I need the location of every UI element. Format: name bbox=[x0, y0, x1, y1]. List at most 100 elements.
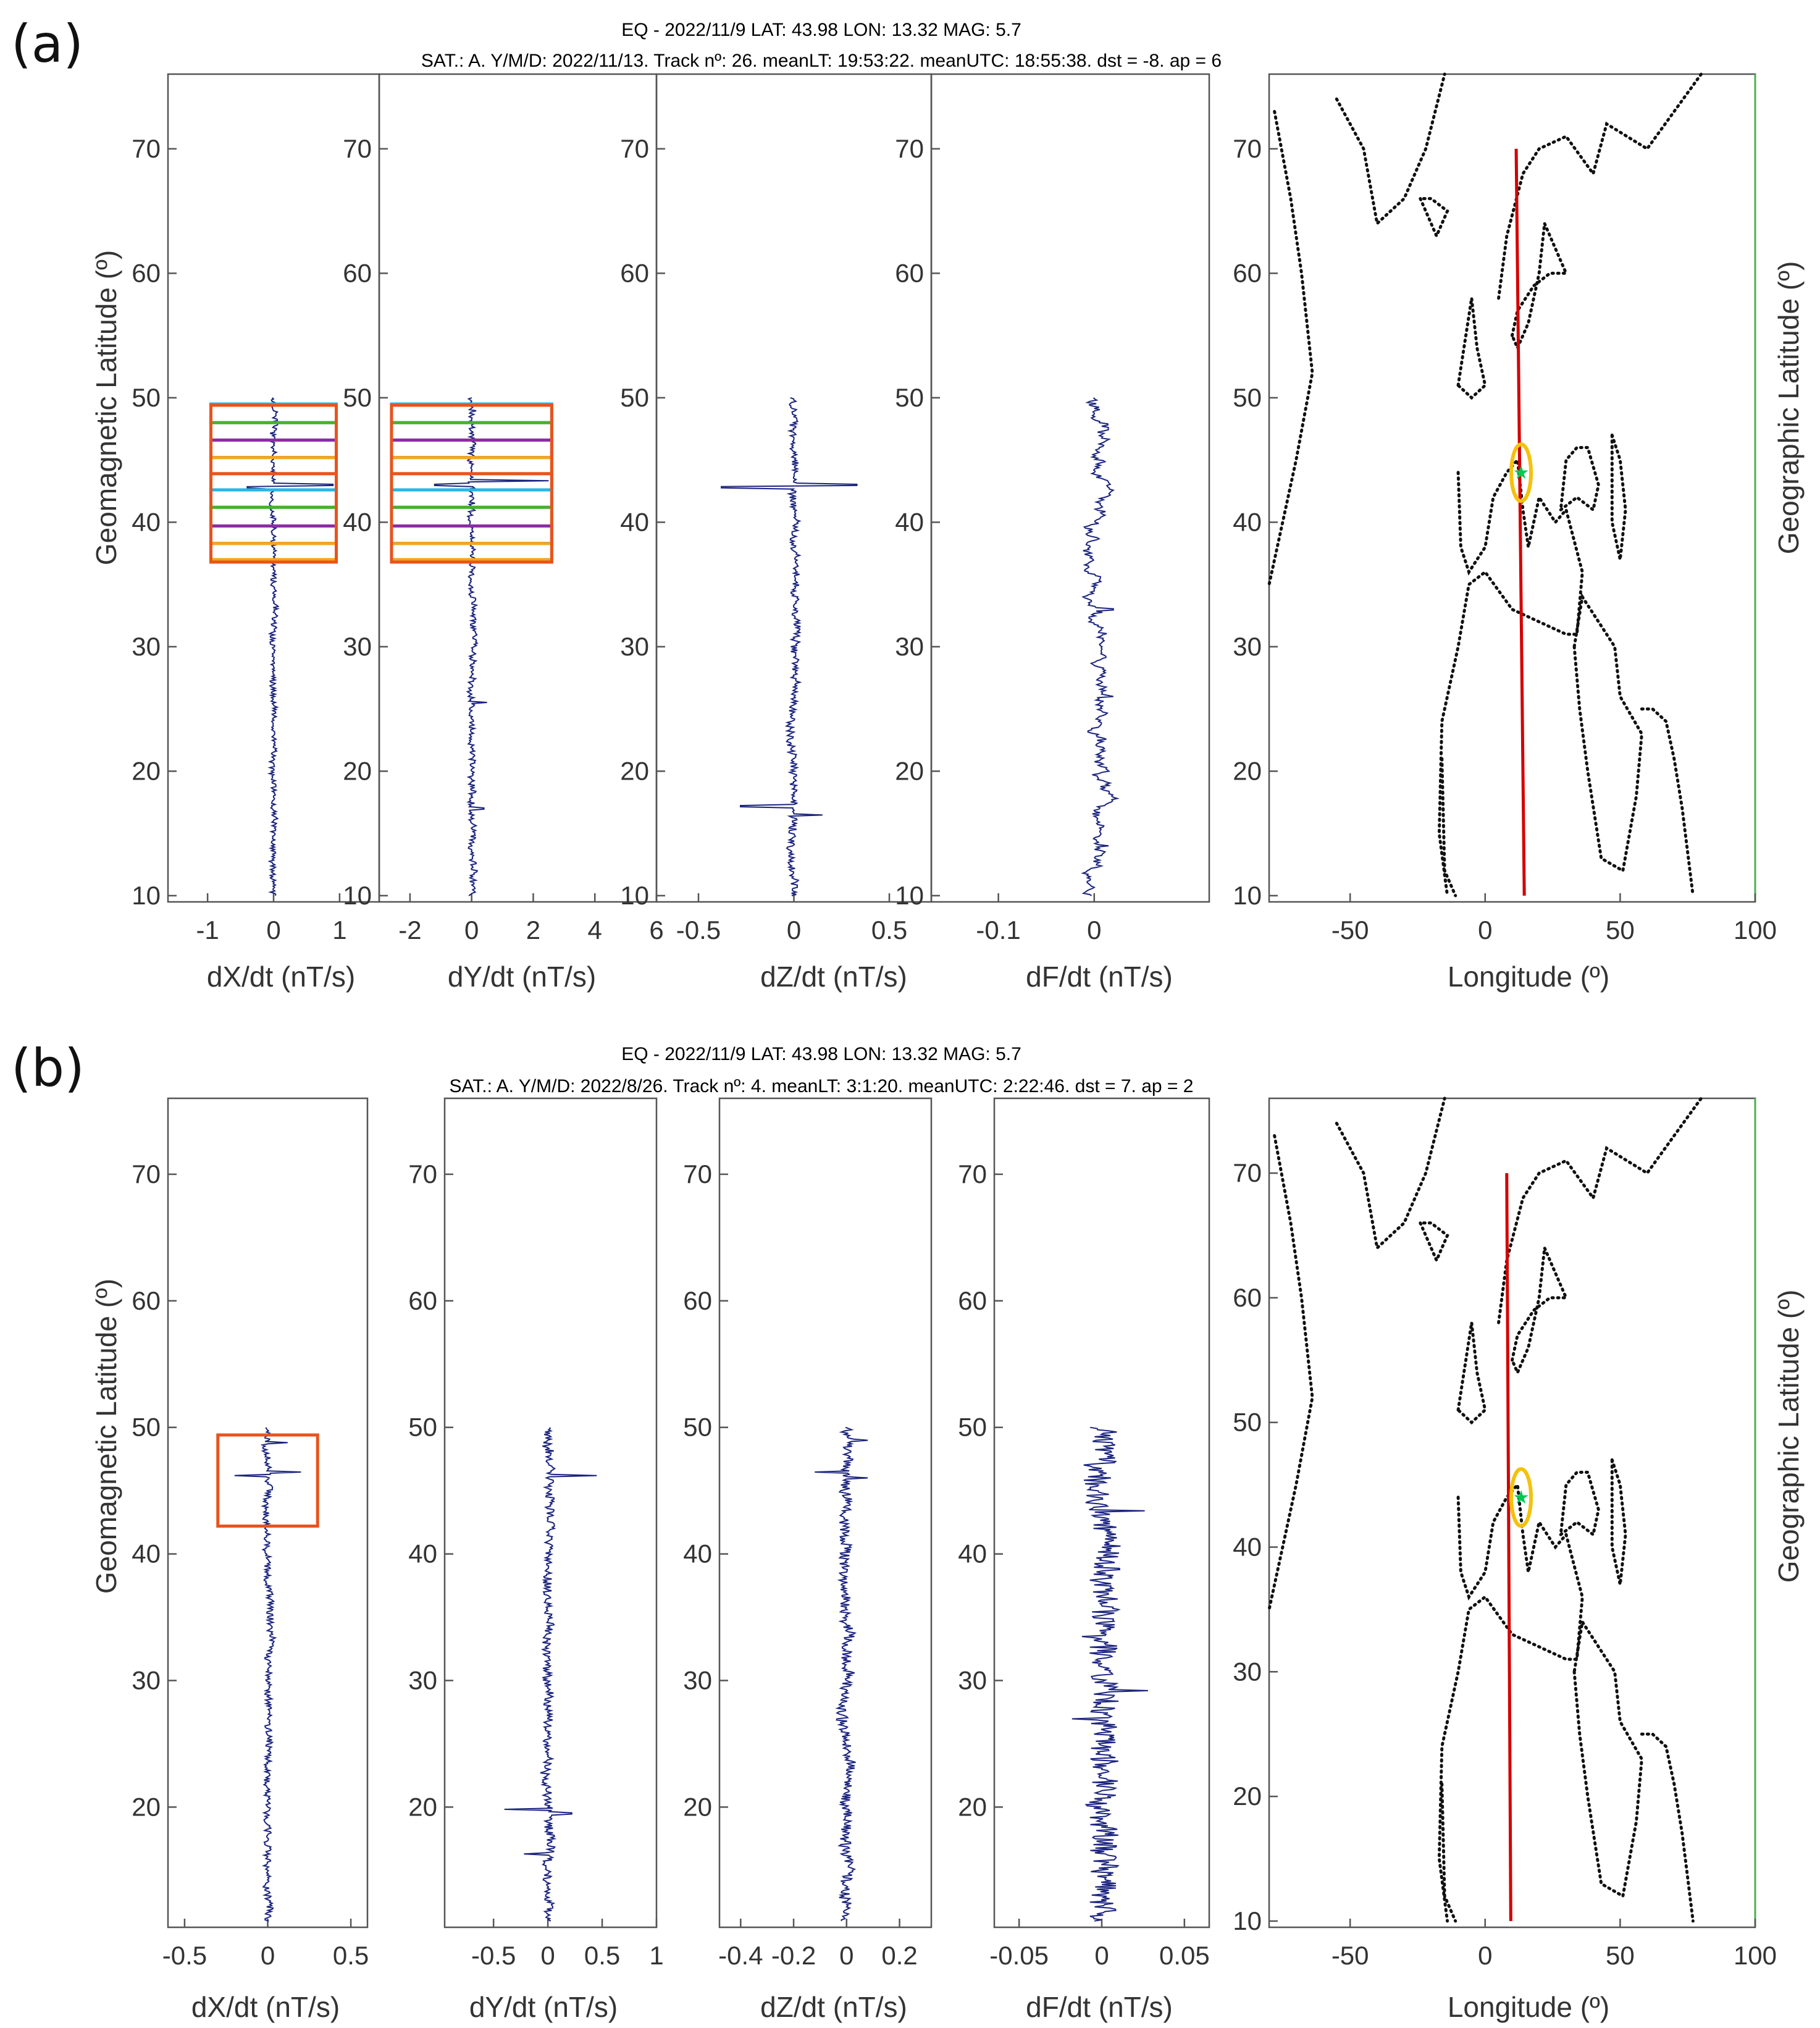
panel-b-map: 10 20 30 40 50 60 70 -50 0 50 100 ★ bbox=[1233, 1096, 1777, 1970]
ytick-label: 30 bbox=[132, 1665, 161, 1694]
map-xtick-label: 100 bbox=[1734, 915, 1777, 945]
ytick-label: 70 bbox=[895, 134, 924, 163]
ytick-label: 50 bbox=[958, 1413, 987, 1442]
ytick-label: 50 bbox=[132, 383, 161, 412]
coastline bbox=[1335, 1096, 1446, 1252]
satellite-track bbox=[1514, 148, 1526, 896]
panel-a-map-ylabel: Geographic Latitude (º) bbox=[1772, 261, 1805, 555]
xtick-label: 0 bbox=[464, 915, 479, 945]
coastline bbox=[1335, 72, 1446, 227]
ytick-label: 20 bbox=[895, 756, 924, 785]
coastline bbox=[1267, 1134, 1314, 1611]
window-box bbox=[216, 1433, 319, 1528]
window-box bbox=[209, 403, 338, 564]
panel-a-df-xlabel: dF/dt (nT/s) bbox=[1026, 961, 1173, 993]
ytick-label: 70 bbox=[683, 1159, 712, 1189]
ytick-label: 70 bbox=[958, 1159, 987, 1189]
coastline bbox=[1456, 298, 1487, 400]
map-xtick-label: 50 bbox=[1606, 915, 1635, 945]
panel-b-dy-plot: 20 30 40 50 60 70 -0.5 0 0.5 1 bbox=[408, 1097, 664, 1970]
map-ytick-label: 70 bbox=[1233, 1158, 1262, 1187]
coastline bbox=[1440, 1782, 1457, 1923]
panel-a-ylabel: Geomagnetic Latitude (º) bbox=[90, 250, 122, 565]
map-ytick-label: 60 bbox=[1233, 1283, 1262, 1312]
ytick-label: 40 bbox=[132, 507, 161, 536]
panel-b-ylabel: Geomagnetic Latitude (º) bbox=[90, 1279, 122, 1594]
ytick-label: 40 bbox=[343, 507, 372, 536]
xtick-label: 4 bbox=[588, 915, 602, 945]
ytick-label: 50 bbox=[408, 1413, 437, 1442]
coastline bbox=[1572, 1617, 1643, 1899]
panel-b-df-plot: 20 30 40 50 60 70 -0.05 0 0.05 bbox=[958, 1097, 1210, 1970]
ytick-label: 20 bbox=[132, 756, 161, 785]
ytick-label: 30 bbox=[620, 632, 649, 661]
xtick-label: -0.5 bbox=[471, 1941, 516, 1970]
map-xtick-label: 0 bbox=[1478, 1941, 1492, 1970]
ytick-label: 70 bbox=[620, 134, 649, 163]
ytick-label: 30 bbox=[895, 632, 924, 661]
coastline bbox=[1456, 1322, 1487, 1425]
xtick-label: 1 bbox=[649, 1941, 663, 1970]
map-xtick-label: 50 bbox=[1606, 1941, 1635, 1970]
coastline bbox=[1559, 1470, 1600, 1538]
coastline bbox=[1610, 1458, 1627, 1585]
window-box bbox=[390, 403, 553, 564]
data-series-line bbox=[1071, 1426, 1149, 1922]
ytick-label: 50 bbox=[683, 1413, 712, 1442]
map-ytick-label: 30 bbox=[1233, 632, 1262, 661]
data-series-line bbox=[1081, 397, 1120, 896]
coastline bbox=[1559, 446, 1600, 513]
map-ytick-label: 40 bbox=[1233, 1532, 1262, 1561]
panel-b-dy-xlabel: dY/dt (nT/s) bbox=[469, 1991, 618, 2023]
panel-a-map: 10 20 30 40 50 60 70 -50 0 50 100 ★ bbox=[1233, 72, 1777, 945]
coastline bbox=[1572, 592, 1643, 873]
panel-label-a: (a) bbox=[11, 14, 83, 74]
ytick-label: 60 bbox=[895, 258, 924, 287]
map-xtick-label: 100 bbox=[1734, 1941, 1777, 1970]
xtick-label: 0 bbox=[266, 915, 280, 945]
panel-b-map-ylabel: Geographic Latitude (º) bbox=[1772, 1290, 1805, 1583]
epicenter-ring bbox=[1509, 1467, 1533, 1528]
panel-a-dx-xlabel: dX/dt (nT/s) bbox=[207, 961, 355, 993]
coastline bbox=[1640, 707, 1695, 898]
coastline bbox=[1640, 1732, 1695, 1923]
data-series-line bbox=[504, 1427, 597, 1922]
ytick-label: 30 bbox=[683, 1665, 712, 1694]
axes-frame bbox=[718, 1097, 933, 1929]
ytick-label: 20 bbox=[408, 1792, 437, 1821]
ytick-label: 30 bbox=[958, 1665, 987, 1694]
panel-a-title-line1: EQ - 2022/11/9 LAT: 43.98 LON: 13.32 MAG… bbox=[621, 20, 1021, 40]
data-series-line bbox=[246, 397, 334, 896]
ytick-label: 70 bbox=[132, 134, 161, 163]
ytick-label: 60 bbox=[132, 1286, 161, 1315]
xtick-label: -0.2 bbox=[771, 1941, 816, 1970]
ytick-label: 70 bbox=[132, 1159, 161, 1189]
xtick-label: 6 bbox=[649, 915, 663, 945]
panel-a-title-line2: SAT.: A. Y/M/D: 2022/11/13. Track nº: 26… bbox=[421, 51, 1222, 71]
map-ytick-label: 20 bbox=[1233, 756, 1262, 785]
epicenter-star-icon: ★ bbox=[1513, 462, 1530, 484]
ytick-label: 10 bbox=[620, 881, 649, 910]
coastline bbox=[1267, 110, 1314, 586]
xtick-label: 0.5 bbox=[333, 1941, 369, 1970]
panel-b-title-line1: EQ - 2022/11/9 LAT: 43.98 LON: 13.32 MAG… bbox=[621, 1044, 1021, 1064]
ytick-label: 40 bbox=[620, 507, 649, 536]
panel-b-title-line2: SAT.: A. Y/M/D: 2022/8/26. Track nº: 4. … bbox=[450, 1076, 1194, 1096]
ytick-label: 20 bbox=[683, 1792, 712, 1821]
panel-b-map-xlabel: Longitude (º) bbox=[1448, 1991, 1609, 2023]
map-ytick-label: 10 bbox=[1233, 881, 1262, 910]
ytick-label: 60 bbox=[620, 258, 649, 287]
xtick-label: -0.4 bbox=[718, 1941, 763, 1970]
panel-a-dx-plot: 10 20 30 40 50 60 70 -1 0 1 bbox=[132, 73, 380, 945]
xtick-label: -0.5 bbox=[162, 1941, 207, 1970]
data-series-line bbox=[721, 397, 858, 896]
ytick-label: 20 bbox=[132, 1792, 161, 1821]
coastline bbox=[1497, 72, 1703, 300]
coastline bbox=[1610, 433, 1627, 560]
epicenter-star-icon: ★ bbox=[1513, 1487, 1530, 1508]
ytick-label: 30 bbox=[132, 632, 161, 661]
ytick-label: 20 bbox=[620, 756, 649, 785]
xtick-label: 0 bbox=[839, 1941, 853, 1970]
ytick-label: 50 bbox=[132, 1413, 161, 1442]
coastline bbox=[1419, 1221, 1449, 1264]
